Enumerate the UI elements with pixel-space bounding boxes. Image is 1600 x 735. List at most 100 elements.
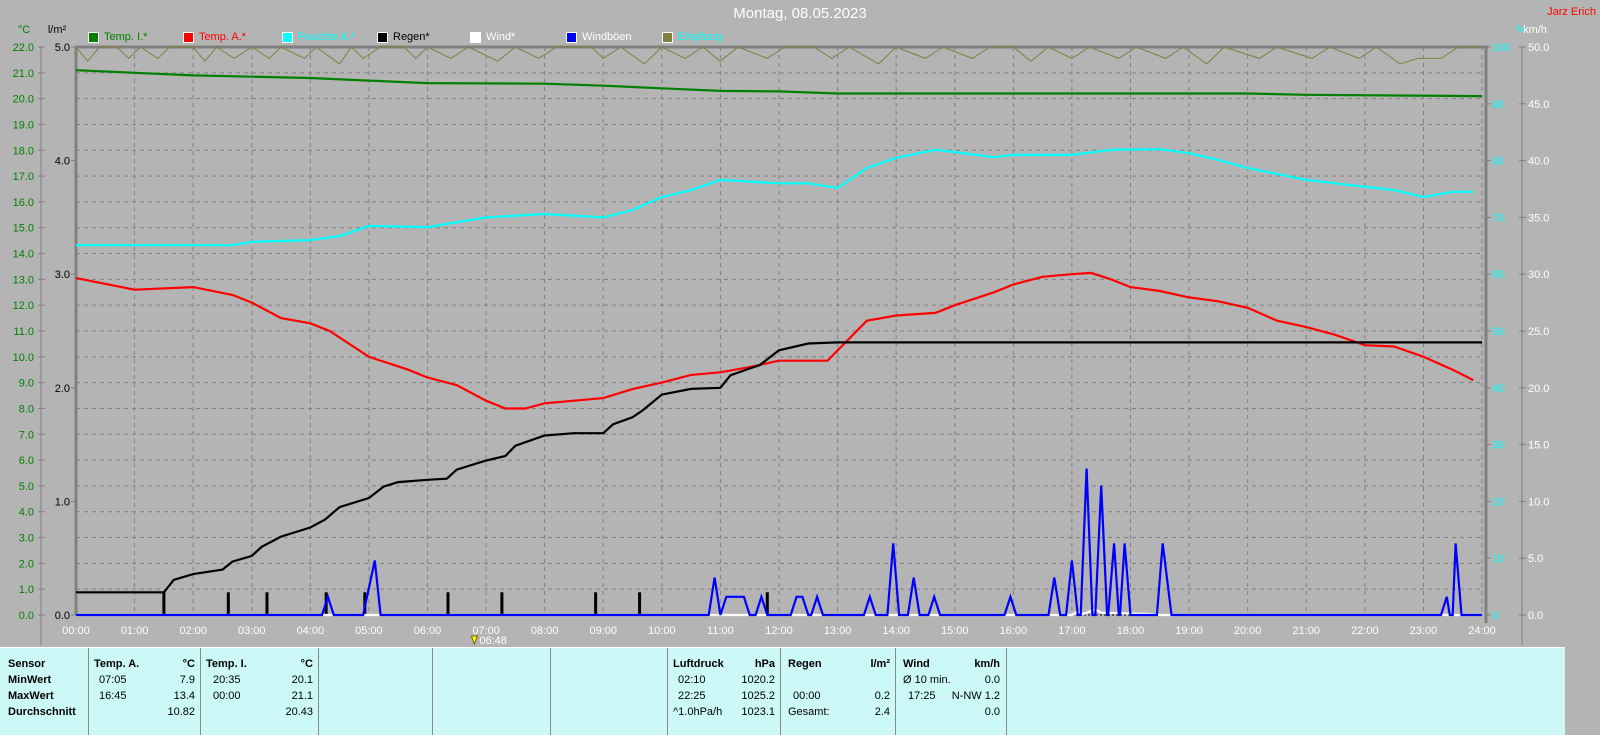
sensor-header: Sensor bbox=[8, 658, 46, 670]
rain-tick-label: 3.0 bbox=[55, 269, 70, 281]
x-tick-label: 21:00 bbox=[1292, 625, 1320, 637]
rain-total-label: Gesamt: bbox=[788, 706, 830, 718]
row-label-min: MinWert bbox=[8, 674, 52, 686]
x-tick-label: 01:00 bbox=[121, 625, 149, 637]
wind-axis-title: km/h bbox=[1523, 24, 1547, 36]
rain-axis-title: l/m² bbox=[48, 24, 67, 36]
legend-item: Temp. I.* bbox=[88, 31, 147, 43]
temp-tick-label: 4.0 bbox=[19, 507, 34, 519]
series-line-empfang bbox=[75, 46, 1482, 65]
temp-axis-title: °C bbox=[18, 24, 30, 36]
percent-tick-label: 90 bbox=[1492, 99, 1504, 111]
percent-tick-label: 30 bbox=[1492, 440, 1504, 452]
x-tick-label: 24:00 bbox=[1468, 625, 1496, 637]
temp-tick-label: 18.0 bbox=[13, 145, 34, 157]
series-line-temp-a- bbox=[75, 271, 1474, 410]
temp-i-min-time: 20:35 bbox=[213, 674, 241, 686]
rain-column: Regen l/m² 00:00 0.2 Gesamt: 2.4 bbox=[780, 648, 896, 735]
chart-title: Montag, 08.05.2023 bbox=[733, 5, 867, 22]
weather-chart: °C 0.0 1.0 2.0 3.0 4.0 5.0 6.0 7.0 8.0 9.0 10.0 11.0… bbox=[13, 24, 1550, 647]
wind-tick-label: 35.0 bbox=[1528, 212, 1549, 224]
x-tick-label: 08:00 bbox=[531, 625, 559, 637]
temp-i-unit: °C bbox=[300, 658, 313, 670]
pressure-max: 1025.2 bbox=[741, 690, 775, 702]
x-tick-label: 13:00 bbox=[824, 625, 852, 637]
temp-tick-label: 16.0 bbox=[13, 197, 34, 209]
temp-tick-label: 3.0 bbox=[19, 533, 34, 545]
temp-tick-label: 11.0 bbox=[13, 326, 34, 338]
percent-tick-label: 20 bbox=[1492, 496, 1504, 508]
legend-label: Windböen bbox=[582, 31, 632, 43]
legend-swatch bbox=[377, 31, 388, 43]
x-tick-label: 16:00 bbox=[1000, 625, 1028, 637]
percent-tick-label: 0 bbox=[1492, 610, 1498, 622]
legend-swatch bbox=[88, 31, 99, 43]
wind-max-time: 17:25 bbox=[908, 690, 936, 702]
x-tick-label: 04:00 bbox=[297, 625, 325, 637]
sensor-column: Sensor MinWert MaxWert Durchschnitt bbox=[0, 648, 88, 735]
temp-tick-label: 9.0 bbox=[19, 378, 34, 390]
temp-tick-label: 21.0 bbox=[13, 68, 34, 80]
legend-label: Empfang bbox=[678, 31, 723, 43]
rain-tick-label: 5.0 bbox=[55, 42, 70, 54]
empty-column bbox=[318, 648, 433, 735]
wind-tick-label: 20.0 bbox=[1528, 383, 1549, 395]
x-tick-label: 07:00 bbox=[472, 625, 500, 637]
temp-a-header: Temp. A. bbox=[94, 658, 140, 670]
wind-tick-label: 25.0 bbox=[1528, 326, 1549, 338]
temp-a-unit: °C bbox=[182, 658, 195, 670]
x-tick-label: 23:00 bbox=[1410, 625, 1438, 637]
temp-i-column: Temp. I. °C 20:35 20.1 00:00 21.1 20.43 bbox=[200, 648, 319, 735]
wind-unit: km/h bbox=[974, 658, 1000, 670]
x-tick-label: 02:00 bbox=[179, 625, 207, 637]
statistics-panel: Sensor MinWert MaxWert Durchschnitt Temp… bbox=[0, 647, 1565, 735]
legend-swatch bbox=[566, 31, 577, 43]
series-line-windböen bbox=[76, 468, 1482, 617]
pressure-min-time: 02:10 bbox=[678, 674, 706, 686]
percent-tick-label: 10 bbox=[1492, 553, 1504, 565]
rain-tick-label: 4.0 bbox=[55, 156, 70, 168]
x-tick-label: 12:00 bbox=[765, 625, 793, 637]
legend-item: Temp. A.* bbox=[183, 31, 246, 43]
rain-total: 2.4 bbox=[874, 706, 890, 718]
temp-tick-label: 14.0 bbox=[13, 249, 34, 261]
x-tick-label: 15:00 bbox=[941, 625, 969, 637]
series-line-temp-i- bbox=[75, 69, 1483, 98]
temp-i-max: 21.1 bbox=[291, 690, 313, 702]
wind-header: Wind bbox=[903, 658, 930, 670]
temp-tick-label: 15.0 bbox=[13, 223, 34, 235]
percent-tick-label: 50 bbox=[1492, 326, 1504, 338]
pressure-max-time: 22:25 bbox=[678, 690, 706, 702]
wind-avg-label: Ø 10 min. bbox=[903, 674, 951, 686]
empty-column bbox=[550, 648, 668, 735]
legend-label: Temp. A.* bbox=[199, 31, 247, 43]
empty-column bbox=[432, 648, 551, 735]
pressure-avg: 1023.1 bbox=[741, 706, 775, 718]
rain-max: 0.2 bbox=[874, 690, 890, 702]
wind-tick-label: 40.0 bbox=[1528, 156, 1549, 168]
legend-item: Wind* bbox=[470, 31, 515, 43]
wind-tick-label: 45.0 bbox=[1528, 99, 1549, 111]
row-label-avg: Durchschnitt bbox=[8, 706, 76, 718]
wind-tick-label: 5.0 bbox=[1528, 553, 1543, 565]
legend-item: Windböen bbox=[566, 31, 632, 43]
wind-avg: 0.0 bbox=[984, 674, 1000, 686]
pressure-unit: hPa bbox=[754, 658, 775, 670]
wind-tick-label: 50.0 bbox=[1528, 42, 1549, 54]
percent-axis-title: % bbox=[1516, 24, 1526, 36]
x-tick-label: 18:00 bbox=[1117, 625, 1145, 637]
percent-tick-label: 60 bbox=[1492, 269, 1504, 281]
x-tick-label: 05:00 bbox=[355, 625, 383, 637]
wind-last: 0.0 bbox=[984, 706, 1000, 718]
temp-i-max-time: 00:00 bbox=[213, 690, 241, 702]
wind-max: N-NW 1.2 bbox=[951, 690, 1000, 702]
rain-header: Regen bbox=[788, 658, 822, 670]
temp-tick-label: 10.0 bbox=[13, 352, 34, 364]
series-line-feuchte-a- bbox=[76, 148, 1474, 247]
temp-tick-label: 22.0 bbox=[13, 42, 34, 54]
temp-tick-label: 6.0 bbox=[19, 455, 34, 467]
temp-tick-label: 12.0 bbox=[13, 300, 34, 312]
row-label-max: MaxWert bbox=[8, 690, 54, 702]
x-tick-label: 14:00 bbox=[882, 625, 910, 637]
temp-i-avg: 20.43 bbox=[285, 706, 313, 718]
